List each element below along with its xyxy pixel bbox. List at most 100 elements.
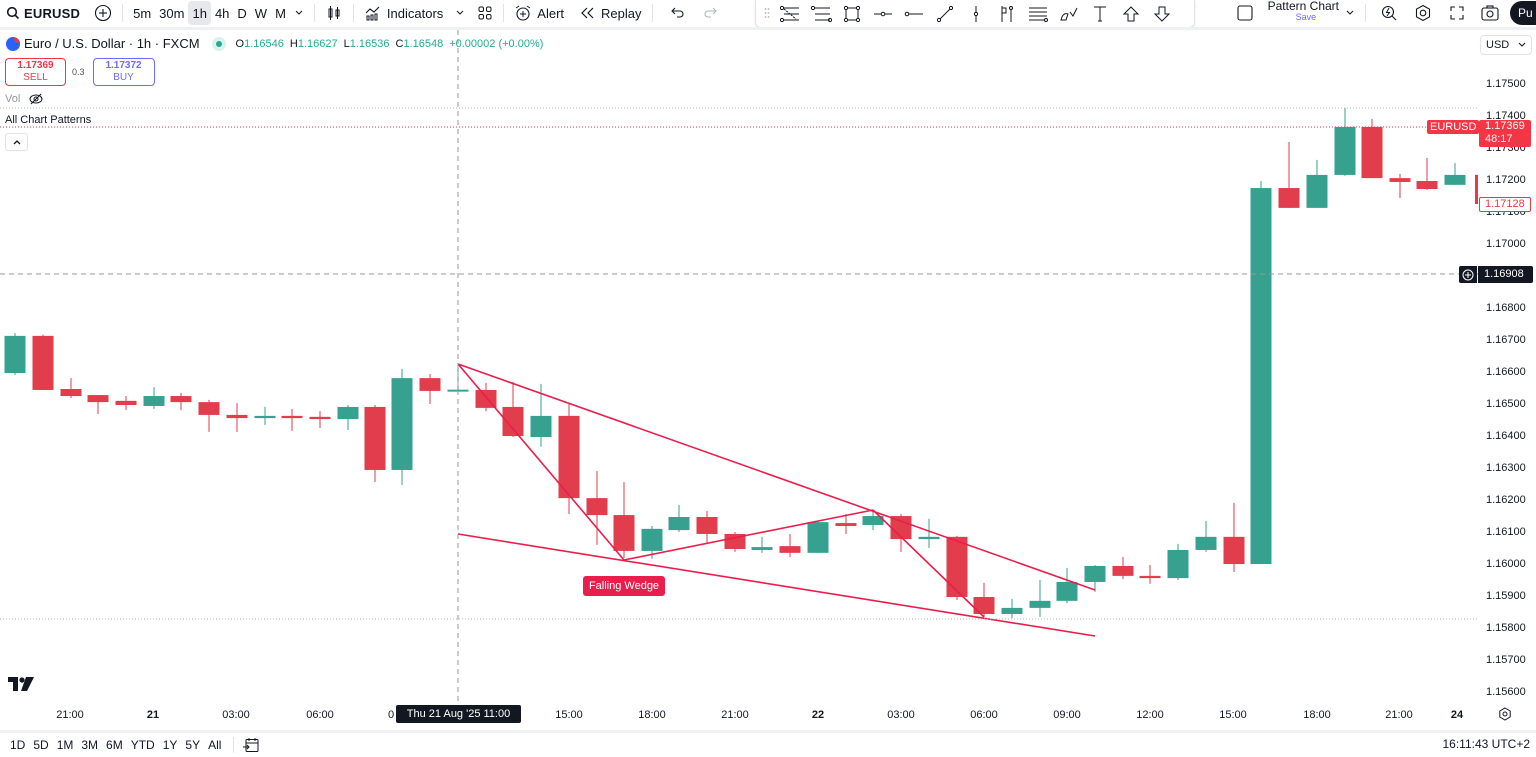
layout-name-button[interactable]: Pattern Chart Save — [1266, 0, 1341, 25]
interval-dropdown[interactable] — [290, 1, 308, 25]
range-5y[interactable]: 5Y — [185, 738, 201, 752]
volume-indicator[interactable]: Vol — [5, 93, 44, 105]
range-6m[interactable]: 6M — [106, 738, 123, 752]
candle — [1361, 118, 1383, 179]
ohlc-values: O1.16546 H1.16627 L1.16536 C1.16548 +0.0… — [236, 38, 544, 50]
currency-select[interactable]: USD — [1480, 35, 1532, 55]
wedge-trendline[interactable] — [623, 509, 874, 561]
text-icon — [1093, 6, 1106, 21]
tool-fib[interactable] — [1022, 1, 1053, 27]
drag-handle[interactable] — [760, 1, 774, 27]
redo-button[interactable] — [699, 1, 723, 25]
wedge-trendline[interactable] — [457, 363, 625, 561]
grid-icon — [478, 6, 492, 20]
wedge-trendline[interactable] — [457, 363, 1096, 591]
range-1d[interactable]: 1D — [10, 738, 26, 752]
divider — [651, 4, 653, 22]
range-3m[interactable]: 3M — [81, 738, 99, 752]
publish-button[interactable]: Pu — [1510, 1, 1536, 25]
candle — [1278, 141, 1300, 208]
ray-icon — [904, 11, 923, 16]
layout-dropdown[interactable] — [1341, 1, 1359, 25]
layout-checkbox[interactable] — [1232, 1, 1258, 25]
price-tick: 1.17000 — [1486, 238, 1526, 250]
interval-m[interactable]: M — [275, 5, 286, 21]
templates-button[interactable] — [473, 1, 497, 25]
candle — [1223, 502, 1245, 573]
interval-4h[interactable]: 4h — [214, 5, 230, 21]
interval-1h[interactable]: 1h — [188, 1, 211, 25]
tool-arrow-up[interactable] — [1115, 1, 1146, 27]
collapse-legend-button[interactable] — [5, 133, 28, 151]
tool-arrow-down[interactable] — [1146, 1, 1177, 27]
buy-button[interactable]: 1.17372 BUY — [92, 58, 155, 86]
candle — [337, 405, 359, 430]
indicators-button[interactable]: Indicators — [360, 1, 447, 25]
interval-30m[interactable]: 30m — [159, 5, 185, 21]
compare-button[interactable] — [90, 1, 116, 25]
replay-button[interactable]: Replay — [576, 1, 645, 25]
price-tick: 1.17200 — [1486, 174, 1526, 186]
interval-d[interactable]: D — [237, 5, 247, 21]
time-tick: 21 — [146, 709, 160, 721]
range-all[interactable]: All — [208, 738, 222, 752]
legend-title[interactable]: Euro / U.S. Dollar · 1h · FXCM — [24, 36, 200, 51]
fullscreen-button[interactable] — [1444, 1, 1470, 25]
interval-w[interactable]: W — [254, 5, 268, 21]
horizontal-line-icon — [873, 11, 892, 16]
alert-button[interactable]: Alert — [510, 1, 568, 25]
undo-button[interactable] — [665, 1, 689, 25]
tool-text[interactable] — [1084, 1, 1115, 27]
eye-hidden-icon[interactable] — [28, 93, 44, 105]
crosshair-time-label: Thu 21 Aug '25 11:00 — [396, 705, 521, 723]
chevron-up-icon — [13, 140, 20, 145]
wedge-trendline[interactable] — [457, 533, 1096, 637]
range-ytd[interactable]: YTD — [130, 738, 155, 752]
settings-button[interactable] — [1410, 1, 1436, 25]
sell-button[interactable]: 1.17369 SELL — [5, 58, 66, 86]
chart-canvas[interactable] — [0, 30, 1478, 705]
divider — [1365, 4, 1366, 22]
range-1y[interactable]: 1Y — [162, 738, 178, 752]
time-tick: 21:00 — [1385, 709, 1413, 721]
chart-type-button[interactable] — [321, 1, 347, 25]
candle — [281, 408, 303, 431]
candle — [1056, 567, 1078, 604]
candle — [1416, 157, 1438, 190]
tool-horizontal-ray[interactable] — [867, 1, 898, 27]
clock-timezone[interactable]: 16:11:43 UTC+2 — [1442, 737, 1531, 751]
tool-brush[interactable] — [1053, 1, 1084, 27]
go-to-date-button[interactable] — [242, 737, 260, 753]
range-5d[interactable]: 5D — [33, 738, 49, 752]
sell-price: 1.17369 — [17, 60, 54, 71]
candle — [419, 373, 441, 405]
indicators-dropdown[interactable] — [451, 1, 469, 25]
tool-vertical-line[interactable] — [960, 1, 991, 27]
indicator-label[interactable]: All Chart Patterns — [5, 114, 92, 126]
divider — [313, 4, 315, 22]
tool-long-position[interactable] — [991, 1, 1022, 27]
wedge-trendline[interactable] — [872, 509, 985, 618]
range-1m[interactable]: 1M — [56, 738, 74, 752]
divider — [122, 4, 124, 22]
scale-settings-button[interactable] — [1498, 707, 1512, 726]
divider — [503, 4, 505, 22]
tool-rectangle[interactable] — [836, 1, 867, 27]
tool-regression[interactable] — [805, 1, 836, 27]
trade-buttons: 1.17369 SELL 0.3 1.17372 BUY — [5, 58, 155, 86]
trend-line-icon — [936, 5, 953, 22]
add-alert-button[interactable] — [1459, 266, 1477, 283]
interval-5m[interactable]: 5m — [133, 5, 152, 21]
tool-ray[interactable] — [898, 1, 929, 27]
tradingview-logo[interactable] — [8, 677, 34, 696]
falling-wedge-label[interactable]: Falling Wedge — [583, 576, 665, 596]
price-tick: 1.16200 — [1486, 494, 1526, 506]
alert-label: Alert — [537, 5, 565, 21]
tool-trend-line[interactable] — [929, 1, 960, 27]
eu-us-flag-icon — [6, 36, 20, 51]
time-axis[interactable] — [0, 705, 1536, 727]
snapshot-button[interactable] — [1476, 1, 1504, 25]
quick-search-button[interactable] — [1376, 1, 1402, 25]
tool-parallel-channel[interactable] — [774, 1, 805, 27]
symbol-search[interactable]: EURUSD — [0, 1, 84, 25]
